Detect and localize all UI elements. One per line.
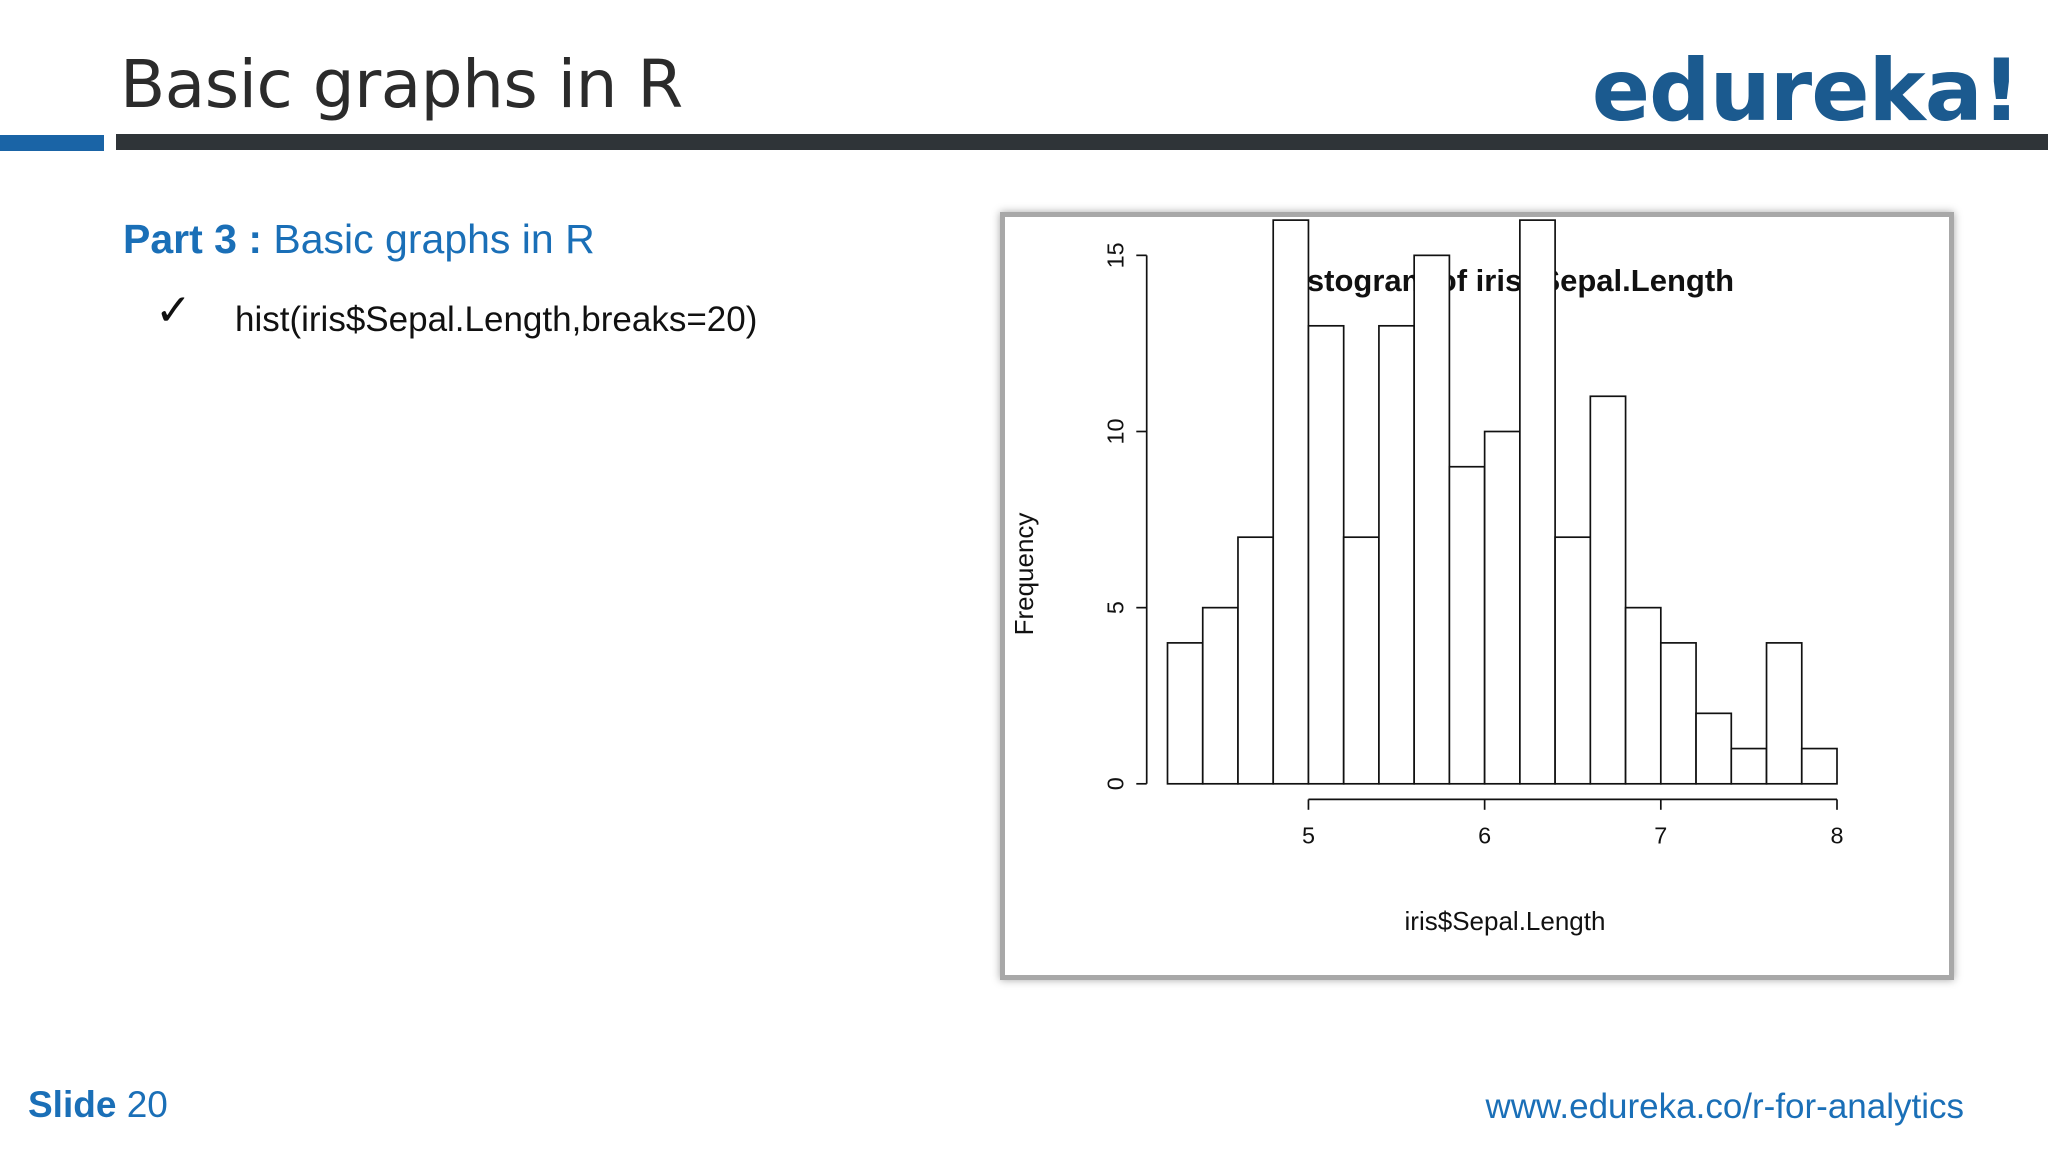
histogram-bar xyxy=(1519,219,1556,785)
chart-title: Histogram of iris$Sepal.Length xyxy=(1276,263,1734,298)
bullet-text: hist(iris$Sepal.Length,breaks=20) xyxy=(235,300,758,339)
chart-x-axis-label: iris$Sepal.Length xyxy=(1405,906,1606,936)
histogram-bar xyxy=(1272,219,1310,785)
slide-title: Basic graphs in R xyxy=(120,46,683,123)
histogram-bar xyxy=(1730,747,1768,785)
histogram-bar xyxy=(1307,324,1345,785)
histogram-bar xyxy=(1378,324,1416,785)
edureka-logo: edureka! xyxy=(1591,41,2021,141)
histogram-bar xyxy=(1589,395,1627,785)
slide-label: Slide xyxy=(28,1084,117,1125)
slide-number: Slide 20 xyxy=(28,1084,168,1126)
chart-y-axis-label: Frequency xyxy=(1009,513,1039,636)
y-tick-label: 10 xyxy=(1102,418,1128,444)
histogram-image: Histogram of iris$Sepal.Length Frequency… xyxy=(1000,212,1954,980)
histogram-bar xyxy=(1483,430,1521,785)
y-tick-label: 5 xyxy=(1102,601,1128,614)
histogram-chart: Histogram of iris$Sepal.Length Frequency… xyxy=(1009,219,1844,936)
histogram-bar xyxy=(1342,536,1380,785)
x-tick-label: 6 xyxy=(1478,823,1491,849)
histogram-bar xyxy=(1448,465,1486,785)
histogram-bar xyxy=(1201,606,1239,785)
histogram-bar xyxy=(1695,712,1733,785)
header-divider-bar xyxy=(116,134,2048,150)
histogram-bar xyxy=(1800,747,1838,785)
header-accent-bar xyxy=(0,135,104,151)
histogram-bar xyxy=(1237,536,1275,785)
histogram-bar xyxy=(1166,642,1204,785)
y-axis: 0 5 10 15 xyxy=(1102,242,1148,790)
histogram-bar xyxy=(1624,606,1662,785)
y-tick-label: 0 xyxy=(1102,777,1128,790)
x-axis: 5 6 7 8 xyxy=(1302,798,1844,849)
checkmark-icon: ✓ xyxy=(155,285,192,336)
histogram-bars xyxy=(1166,219,1838,785)
histogram-bar xyxy=(1413,254,1451,785)
x-tick-label: 8 xyxy=(1830,823,1843,849)
bullet-item: ✓ hist(iris$Sepal.Length,breaks=20) xyxy=(155,289,758,340)
slide-number-value: 20 xyxy=(126,1084,168,1125)
histogram-bar xyxy=(1765,642,1803,785)
y-tick-label: 15 xyxy=(1102,242,1128,268)
x-tick-label: 7 xyxy=(1654,823,1667,849)
histogram-bar xyxy=(1554,536,1592,785)
section-title: Basic graphs in R xyxy=(273,216,595,262)
section-label: Part 3 : xyxy=(123,216,262,262)
histogram-bar xyxy=(1659,642,1697,785)
section-heading: Part 3 : Basic graphs in R xyxy=(123,216,595,263)
footer-url-link[interactable]: www.edureka.co/r-for-analytics xyxy=(1485,1087,1965,1126)
x-tick-label: 5 xyxy=(1302,823,1315,849)
